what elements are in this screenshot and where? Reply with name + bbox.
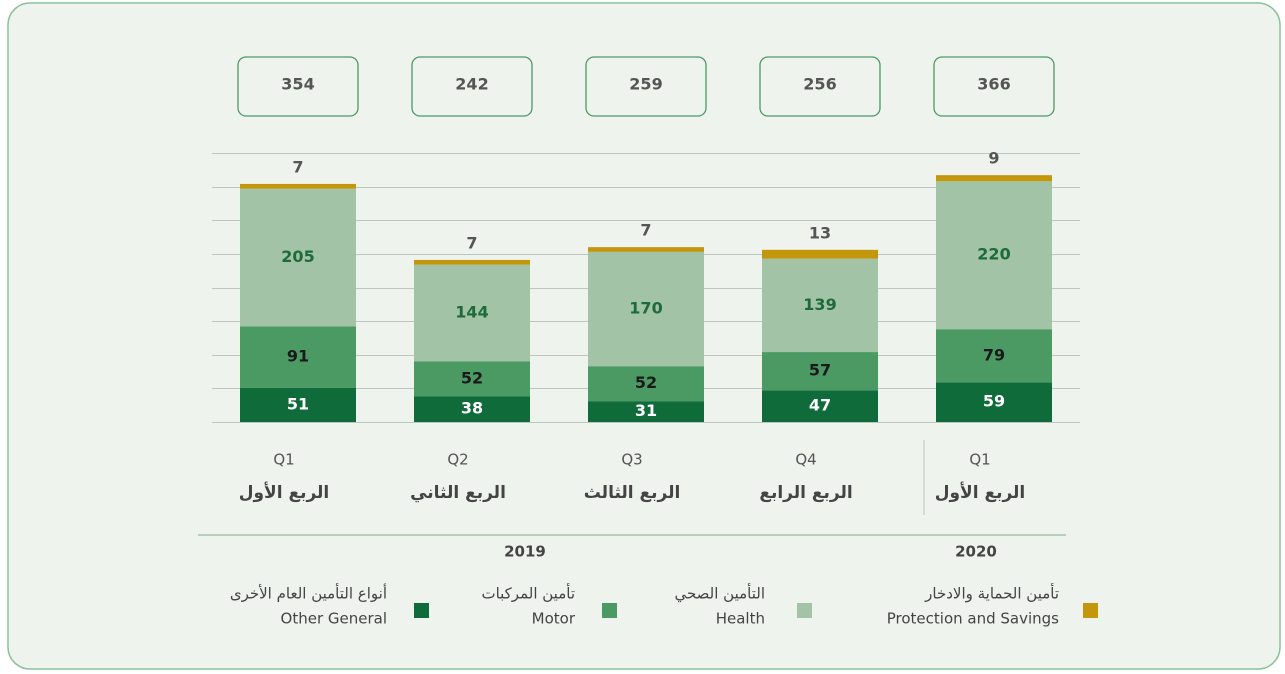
x-tick-label: Q2 (447, 451, 468, 469)
legend-label-ar: أنواع التأمين العام الأخرى (230, 583, 387, 603)
data-label: 59 (983, 392, 1005, 411)
data-label: 7 (640, 221, 651, 240)
bar-segment (936, 329, 1052, 383)
data-label: 47 (809, 396, 831, 415)
data-label: 220 (977, 245, 1010, 264)
data-label: 7 (292, 157, 303, 176)
data-label: 9 (988, 149, 999, 168)
data-label: 7 (466, 233, 477, 252)
x-tick-label-ar: الربع الرابع (759, 483, 852, 503)
data-label: 52 (461, 368, 483, 387)
data-label: 51 (287, 394, 309, 413)
legend-label: Motor (532, 610, 576, 628)
total-label: 366 (977, 75, 1010, 94)
bar-segment (936, 175, 1052, 182)
bar-segment (588, 251, 704, 367)
total-box (933, 56, 1055, 117)
legend-label: Protection and Savings (887, 610, 1059, 628)
legend-label: Other General (281, 610, 387, 628)
bar-segment (588, 366, 704, 402)
x-tick-label: Q4 (795, 451, 816, 469)
total-label: 242 (455, 75, 488, 94)
total-label: 259 (629, 75, 662, 94)
legend-label-ar: التأمين الصحي (674, 583, 765, 604)
bar-segment (762, 249, 878, 259)
bar-segment (588, 247, 704, 252)
total-box (411, 56, 533, 117)
legend-swatch (1083, 603, 1098, 618)
total-label: 354 (281, 75, 314, 94)
total-label: 256 (803, 75, 836, 94)
total-box (759, 56, 881, 117)
bar-segment (240, 326, 356, 388)
legend-label-ar: تأمين الحماية والادخار (924, 583, 1059, 603)
data-label: 144 (455, 303, 488, 322)
x-tick-label-ar: الربع الثاني (410, 483, 506, 503)
data-label: 13 (809, 223, 831, 242)
data-label: 52 (635, 373, 657, 392)
total-box (237, 56, 359, 117)
data-label: 205 (281, 247, 314, 266)
bar-segment (240, 387, 356, 422)
bar-segment (588, 401, 704, 422)
data-label: 31 (635, 401, 657, 420)
bar-segment (414, 361, 530, 397)
bar-segment (936, 181, 1052, 330)
bar-segment (414, 259, 530, 265)
data-label: 57 (809, 361, 831, 380)
legend-label-ar: تأمين المركبات (481, 583, 575, 603)
legend-swatch (602, 603, 617, 618)
x-tick-label: Q3 (621, 451, 642, 469)
x-tick-label-ar: الربع الأول (935, 482, 1026, 503)
bar-segment (414, 396, 530, 422)
data-label: 91 (287, 347, 309, 366)
legend-swatch (797, 603, 812, 618)
bar-segment (414, 264, 530, 362)
legend-label: Health (716, 610, 765, 628)
bar-segment (936, 382, 1052, 422)
total-box (585, 56, 707, 117)
data-label: 38 (461, 399, 483, 418)
data-label: 170 (629, 299, 662, 318)
bar-segment (762, 352, 878, 391)
bar-segment (762, 258, 878, 353)
bar-segment (240, 188, 356, 327)
data-label: 139 (803, 295, 836, 314)
year-label: 2019 (504, 543, 546, 561)
bar-segment (240, 183, 356, 189)
data-label: 79 (983, 345, 1005, 364)
x-tick-label: Q1 (273, 451, 294, 469)
x-tick-label-ar: الربع الأول (239, 482, 330, 503)
year-label: 2020 (955, 543, 997, 561)
legend-swatch (414, 603, 429, 618)
x-tick-label-ar: الربع الثالث (584, 483, 681, 503)
x-tick-label: Q1 (969, 451, 990, 469)
bar-segment (762, 390, 878, 422)
